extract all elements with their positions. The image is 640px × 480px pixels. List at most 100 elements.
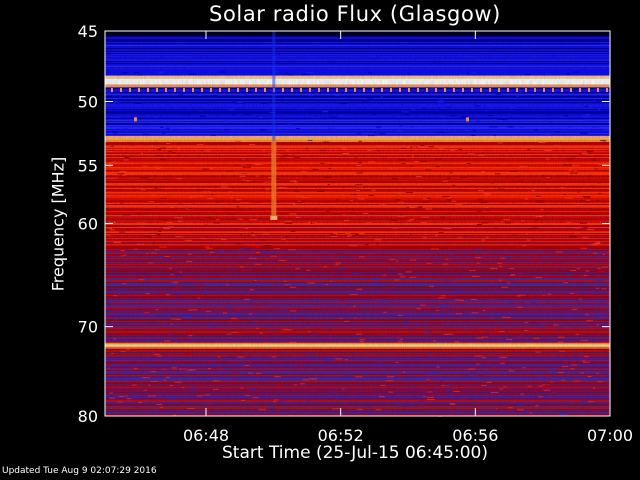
heatmap-row — [105, 64, 610, 65]
noise-speck — [227, 191, 234, 193]
noise-speck — [113, 116, 120, 118]
noise-speck — [255, 175, 260, 177]
heatmap-row — [105, 257, 610, 258]
noise-speck — [263, 337, 269, 339]
heatmap-row — [105, 127, 610, 128]
noise-speck — [118, 96, 122, 98]
noise-speck — [207, 367, 212, 369]
noise-speck — [297, 166, 305, 168]
noise-speck — [330, 163, 333, 165]
noise-speck — [399, 338, 404, 340]
noise-speck — [405, 191, 413, 193]
band-artifact — [120, 87, 122, 92]
noise-speck — [182, 405, 187, 407]
noise-speck — [481, 384, 487, 386]
heatmap-row — [105, 381, 610, 382]
noise-speck — [381, 156, 387, 158]
noise-speck — [237, 218, 244, 220]
noise-speck — [503, 386, 507, 388]
noise-speck — [455, 398, 463, 400]
noise-speck — [254, 163, 263, 165]
noise-speck — [226, 208, 235, 210]
heatmap-row — [105, 341, 610, 342]
heatmap-row — [105, 116, 610, 117]
noise-speck — [481, 152, 485, 154]
noise-speck — [245, 394, 251, 396]
noise-speck — [375, 239, 382, 241]
noise-speck — [471, 101, 474, 103]
noise-speck — [210, 212, 216, 214]
noise-speck — [176, 285, 183, 287]
noise-speck — [227, 388, 231, 390]
noise-speck — [110, 145, 114, 147]
heatmap-row — [105, 131, 610, 132]
heatmap-row — [105, 282, 610, 283]
noise-speck — [227, 356, 232, 358]
noise-speck — [338, 391, 341, 393]
noise-speck — [486, 255, 492, 257]
noise-speck — [335, 264, 340, 266]
heatmap-row — [105, 225, 610, 226]
noise-speck — [174, 112, 182, 114]
updated-timestamp: Updated Tue Aug 9 02:07:29 2016 — [2, 466, 157, 476]
noise-speck — [187, 253, 192, 255]
noise-speck — [293, 181, 298, 183]
noise-speck — [289, 341, 297, 343]
heatmap-row — [105, 106, 610, 107]
noise-speck — [135, 393, 140, 395]
heatmap-row — [105, 305, 610, 306]
noise-speck — [523, 329, 529, 331]
noise-speck — [301, 273, 309, 275]
noise-speck — [426, 396, 434, 398]
noise-speck — [507, 113, 511, 115]
noise-speck — [156, 148, 162, 150]
heatmap-row — [105, 336, 610, 337]
noise-speck — [122, 175, 126, 177]
noise-speck — [583, 196, 590, 198]
heatmap-row — [105, 324, 610, 325]
band-artifact — [363, 87, 365, 92]
noise-speck — [201, 403, 208, 405]
heatmap-row — [105, 54, 610, 55]
heatmap-row — [105, 217, 610, 218]
heatmap-row — [105, 304, 610, 305]
heatmap-row — [105, 278, 610, 279]
band-artifact — [534, 87, 536, 92]
noise-speck — [316, 360, 320, 362]
noise-speck — [446, 199, 452, 201]
heatmap-row — [105, 178, 610, 179]
heatmap-row — [105, 55, 610, 56]
heatmap-row — [105, 412, 610, 413]
noise-speck — [445, 333, 454, 335]
noise-speck — [203, 394, 210, 396]
heatmap-row — [105, 220, 610, 221]
band-artifact — [426, 87, 428, 92]
noise-speck — [241, 172, 247, 174]
noise-speck — [259, 239, 266, 241]
heatmap-row — [105, 291, 610, 292]
noise-speck — [443, 227, 452, 229]
noise-speck — [597, 270, 606, 272]
noise-speck — [122, 283, 127, 285]
noise-speck — [261, 278, 265, 280]
noise-speck — [481, 409, 486, 411]
heatmap-row — [105, 351, 610, 352]
noise-speck — [564, 252, 573, 254]
heatmap-row — [105, 364, 610, 365]
heatmap-row — [105, 233, 610, 234]
noise-speck — [268, 407, 274, 409]
noise-speck — [157, 120, 164, 122]
noise-speck — [557, 341, 564, 343]
noise-speck — [354, 317, 357, 319]
noise-speck — [534, 219, 538, 221]
noise-speck — [407, 220, 413, 222]
heatmap-row — [105, 99, 610, 100]
noise-speck — [455, 203, 463, 205]
noise-speck — [589, 263, 594, 265]
noise-speck — [225, 271, 229, 273]
noise-speck — [500, 362, 505, 364]
noise-speck — [428, 285, 434, 287]
noise-speck — [409, 218, 415, 220]
noise-speck — [503, 219, 510, 221]
noise-speck — [290, 310, 297, 312]
